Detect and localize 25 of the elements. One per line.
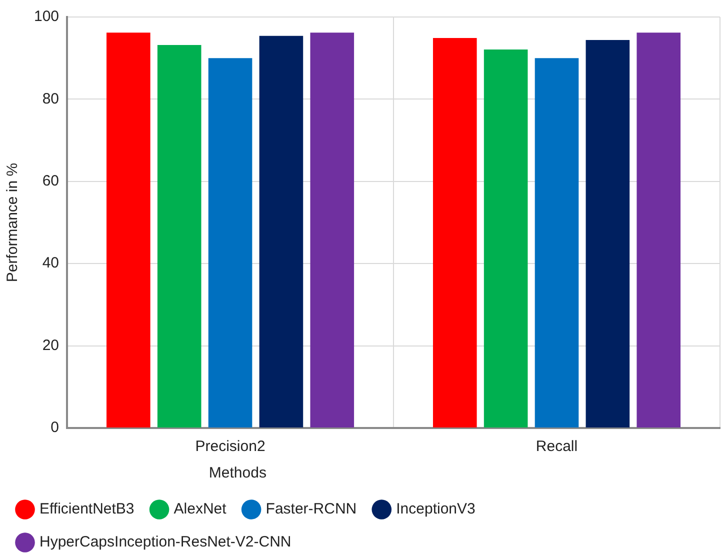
- y-tick-label: 80: [42, 90, 60, 108]
- legend-label: AlexNet: [174, 500, 228, 518]
- legend-label: EfficientNetB3: [40, 500, 134, 518]
- x-tick-label: Recall: [536, 438, 578, 456]
- y-tick-label: 40: [42, 254, 60, 272]
- legend-label: Faster-RCNN: [266, 500, 357, 518]
- bar: [157, 44, 202, 428]
- y-axis-title: Performance in %: [4, 162, 22, 282]
- bar: [432, 38, 477, 428]
- bar: [636, 32, 681, 428]
- y-tick-label: 60: [42, 172, 60, 190]
- bar: [586, 40, 630, 428]
- y-tick-label: 0: [50, 419, 60, 436]
- bar: [534, 58, 579, 428]
- legend-label: HyperCapsInception-ResNet-V2-CNN: [40, 534, 292, 551]
- x-axis-title: Methods: [208, 464, 266, 482]
- bar: [106, 32, 150, 428]
- bar: [484, 49, 528, 428]
- x-tick-label: Precision2: [195, 438, 266, 456]
- bar: [208, 58, 252, 428]
- bar: [259, 36, 304, 428]
- bar: [310, 32, 354, 428]
- legend-label: InceptionV3: [396, 500, 476, 518]
- y-tick-label: 20: [42, 336, 60, 354]
- y-tick-label: 100: [34, 8, 60, 26]
